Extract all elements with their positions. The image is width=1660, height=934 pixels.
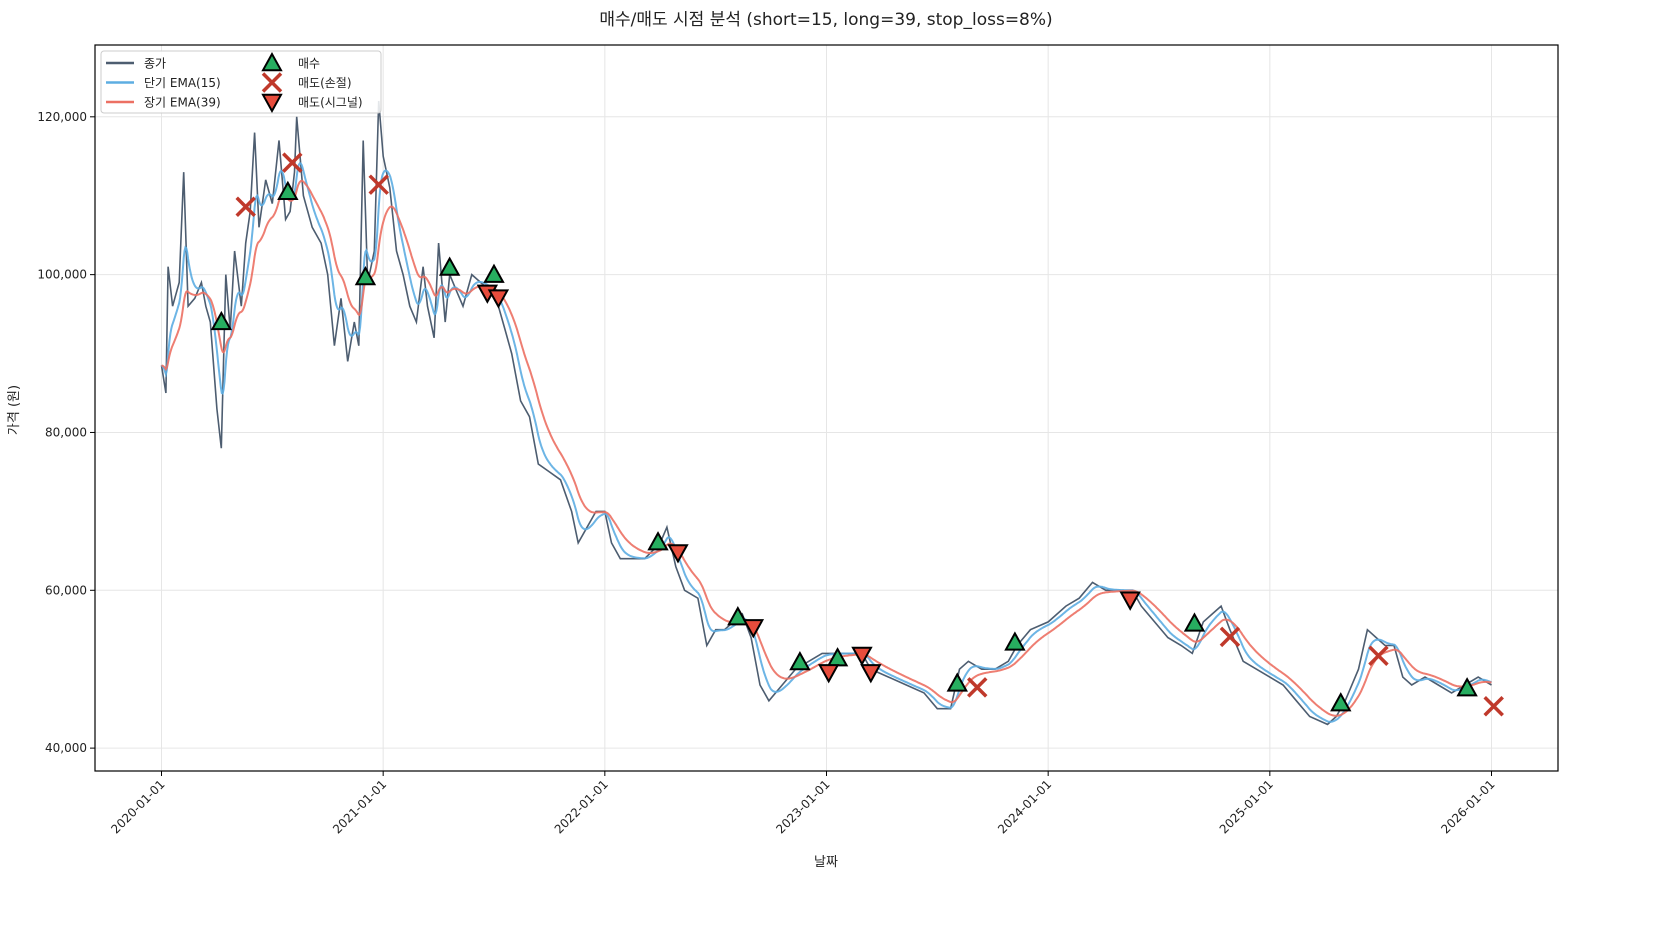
y-tick-label: 60,000: [45, 583, 87, 597]
marker-triangle-up: [277, 180, 299, 200]
legend-label: 매도(손절): [298, 76, 352, 90]
marker-triangle-down: [818, 664, 840, 684]
marker-x: [368, 174, 389, 195]
marker-x: [1368, 645, 1389, 667]
marker-triangle-down: [1119, 591, 1141, 611]
marker-triangle-up: [647, 531, 669, 551]
legend-label: 종가: [144, 57, 166, 71]
series-lines: [160, 100, 1492, 726]
marker-triangle-down: [851, 646, 873, 667]
x-tick-label: 2021-01-01: [330, 777, 389, 836]
y-tick-label: 80,000: [45, 425, 87, 439]
marker-x: [1483, 696, 1504, 717]
legend-label: 매수: [298, 57, 320, 71]
marker-triangle-up: [210, 310, 233, 331]
y-tick-label: 100,000: [37, 268, 87, 282]
axis-ticks: 2020-01-01 2021-01-01 2022-01-01 2023-01-01…: [37, 110, 1497, 837]
marker-triangle-down: [487, 289, 510, 309]
marker-triangle-up: [1330, 692, 1352, 712]
marker-triangle-down: [667, 544, 689, 564]
series-line-0: [160, 100, 1492, 726]
marker-triangle-up: [789, 651, 811, 671]
marker-triangle-down: [860, 664, 882, 684]
series-line-1: [160, 162, 1492, 723]
marker-triangle-up: [1183, 612, 1206, 632]
marker-x: [1219, 626, 1241, 648]
y-tick-label: 40,000: [45, 741, 87, 755]
x-tick-label: 2026-01-01: [1438, 777, 1497, 836]
marker-triangle-up: [354, 265, 377, 286]
legend-marker-triangle-down: [261, 93, 283, 114]
marker-triangle-up: [826, 647, 849, 667]
marker-triangle-up: [1456, 677, 1478, 697]
y-axis-label: 가격 (원): [7, 385, 22, 435]
marker-triangle-up: [727, 606, 749, 626]
x-tick-label: 2020-01-01: [108, 777, 167, 836]
legend-label: 단기 EMA(15): [144, 76, 221, 90]
legend-label: 매도(시그널): [298, 96, 363, 110]
marker-x: [235, 196, 256, 218]
series-line-2: [161, 179, 1492, 717]
marker-triangle-up: [438, 256, 461, 276]
marker-x: [966, 677, 988, 698]
legend-marker-x: [261, 72, 283, 93]
x-tick-label: 2023-01-01: [773, 777, 832, 836]
x-tick-label: 2025-01-01: [1217, 777, 1276, 836]
signal-markers: [210, 152, 1504, 717]
legend-box: [100, 50, 382, 114]
x-tick-label: 2024-01-01: [995, 777, 1054, 836]
x-tick-label: 2022-01-01: [552, 777, 611, 836]
marker-triangle-down: [742, 619, 765, 639]
marker-triangle-up: [483, 263, 505, 283]
y-tick-label: 120,000: [37, 110, 87, 124]
grid: [95, 45, 1558, 771]
marker-x: [282, 152, 303, 173]
x-axis-label: 날짜: [814, 855, 838, 870]
marker-triangle-up: [946, 672, 968, 692]
chart-title: 매수/매도 시점 분석 (short=15, long=39, stop_los…: [599, 10, 1052, 30]
legend-label: 장기 EMA(39): [144, 96, 221, 110]
legend-marker-triangle-up: [261, 51, 283, 72]
marker-triangle-up: [1004, 631, 1026, 651]
